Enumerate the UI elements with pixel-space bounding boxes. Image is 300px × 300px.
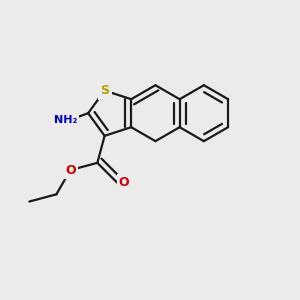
Text: NH₂: NH₂ [54, 115, 77, 125]
Text: S: S [100, 84, 109, 97]
Text: O: O [65, 164, 76, 177]
Text: O: O [118, 176, 129, 189]
